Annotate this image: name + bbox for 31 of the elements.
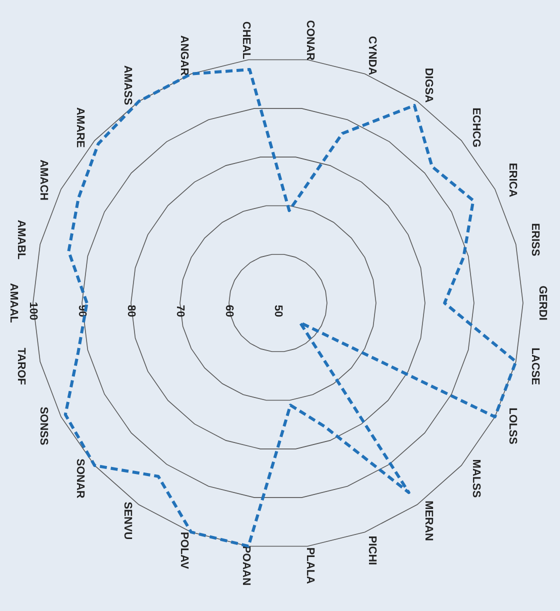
spoke-label: POAAN: [240, 546, 252, 586]
spoke-label: SENVU: [122, 502, 134, 540]
spoke-label: CHEAL: [240, 21, 252, 60]
y-tick-label: 80: [125, 304, 137, 318]
spoke-label: POLAV: [178, 532, 190, 570]
spoke-label: MALSS: [470, 459, 482, 498]
spoke-label: PICHI: [366, 536, 378, 566]
spoke-label: ANGAR: [178, 35, 190, 76]
spoke-label: AMAAL: [7, 283, 20, 324]
spoke-label: MERAN: [422, 500, 434, 541]
spoke-label: TAROF: [15, 348, 28, 386]
spoke-label: LOLSS: [506, 408, 518, 444]
y-tick-label: 100: [27, 302, 39, 320]
spoke-label: ERISS: [528, 223, 541, 256]
spoke-label: CYNDA: [366, 36, 378, 76]
y-tick-label: 60: [223, 304, 235, 318]
spoke-label: DIGSA: [422, 68, 434, 103]
spoke-label: AMACH: [38, 160, 50, 201]
spoke-label: ECHCG: [470, 108, 482, 148]
spoke-label: AMASS: [122, 65, 134, 106]
spoke-label: SONSS: [38, 406, 50, 446]
y-tick-label: 50: [272, 304, 284, 318]
spoke-label: AMABL: [15, 220, 28, 260]
y-tick-label: 70: [174, 304, 186, 318]
spoke-label: LACSE: [528, 348, 541, 385]
spoke-label: AMARE: [74, 107, 86, 148]
spoke-label: CONAR: [304, 20, 316, 61]
spoke-label: GERDI: [536, 286, 549, 320]
spoke-label: SONAR: [74, 458, 86, 498]
spoke-label: PLALA: [304, 547, 316, 584]
spoke-label: ERICA: [506, 162, 518, 198]
